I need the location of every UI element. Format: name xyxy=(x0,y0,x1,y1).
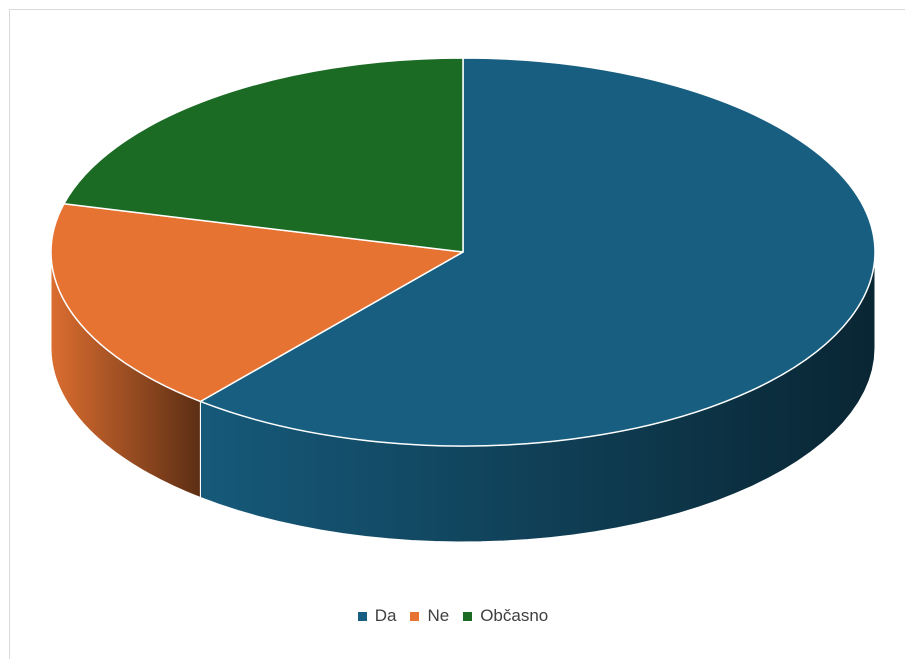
legend-swatch-obcasno xyxy=(463,611,473,621)
legend-swatch-da xyxy=(357,611,367,621)
slice-top-ne xyxy=(50,203,464,403)
slice-top-da xyxy=(199,57,876,447)
legend-item-da: Da xyxy=(357,606,397,626)
legend-label-obcasno: Občasno xyxy=(480,606,549,625)
legend-item-obcasno: Občasno xyxy=(463,606,548,626)
legend-swatch-ne xyxy=(410,611,420,621)
slice-top-obcasno xyxy=(63,57,464,253)
legend-label-da: Da xyxy=(374,606,397,625)
legend-item-ne: Ne xyxy=(410,606,449,626)
legend: Da Ne Občasno xyxy=(0,606,906,626)
pie-tops xyxy=(50,57,876,447)
legend-label-ne: Ne xyxy=(427,606,450,625)
